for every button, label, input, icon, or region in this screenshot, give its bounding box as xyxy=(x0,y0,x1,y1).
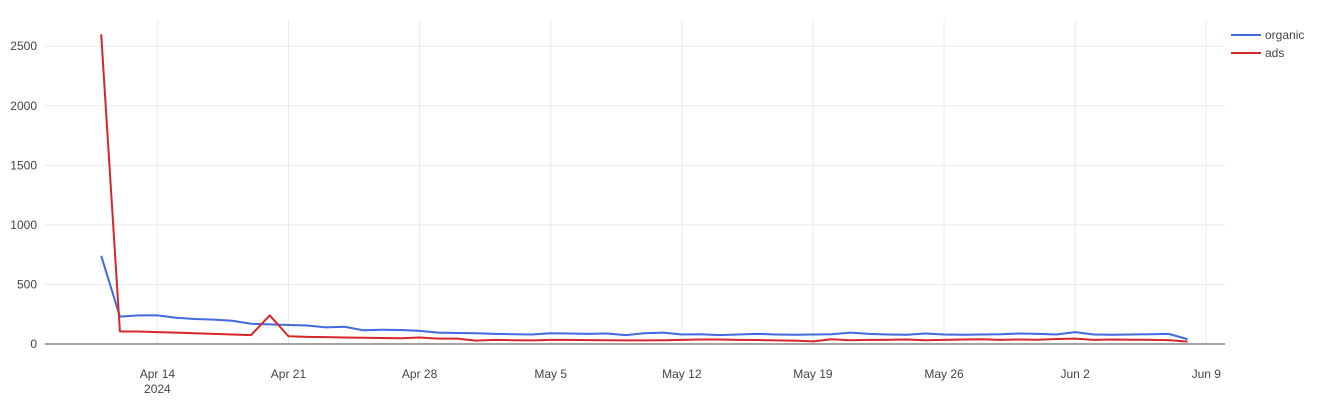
series-lines xyxy=(100,34,1188,343)
x-tick-label-7: Jun 2 xyxy=(1060,367,1090,381)
legend-item-organic[interactable]: organic xyxy=(1231,28,1304,42)
x-tick-year-label: 2024 xyxy=(144,382,171,396)
y-tick-label-0: 0 xyxy=(30,337,37,351)
legend[interactable]: organic ads xyxy=(1231,28,1304,60)
legend-label-ads: ads xyxy=(1265,46,1284,60)
y-tick-label-500: 500 xyxy=(17,277,37,291)
x-tick-label-8: Jun 9 xyxy=(1192,367,1222,381)
y-tick-label-1500: 1500 xyxy=(10,158,37,172)
y-axis-ticks: 0 500 1000 1500 2000 2500 xyxy=(10,39,37,351)
x-tick-label-3: May 5 xyxy=(534,367,567,381)
series-line-ads xyxy=(100,34,1188,343)
legend-item-ads[interactable]: ads xyxy=(1231,46,1284,60)
x-tick-label-2: Apr 28 xyxy=(402,367,438,381)
y-tick-label-1000: 1000 xyxy=(10,218,37,232)
x-tick-label-0: Apr 14 xyxy=(140,367,176,381)
x-tick-label-4: May 12 xyxy=(662,367,702,381)
y-tick-label-2500: 2500 xyxy=(10,39,37,53)
x-tick-label-6: May 26 xyxy=(924,367,964,381)
grid-lines xyxy=(45,20,1225,344)
x-axis-ticks: Apr 14 Apr 21 Apr 28 May 5 May 12 May 19 May 2… xyxy=(140,367,1222,396)
series-line-organic xyxy=(100,255,1188,341)
legend-label-organic: organic xyxy=(1265,28,1304,42)
x-tick-label-5: May 19 xyxy=(793,367,833,381)
x-tick-label-1: Apr 21 xyxy=(271,367,307,381)
y-tick-label-2000: 2000 xyxy=(10,99,37,113)
